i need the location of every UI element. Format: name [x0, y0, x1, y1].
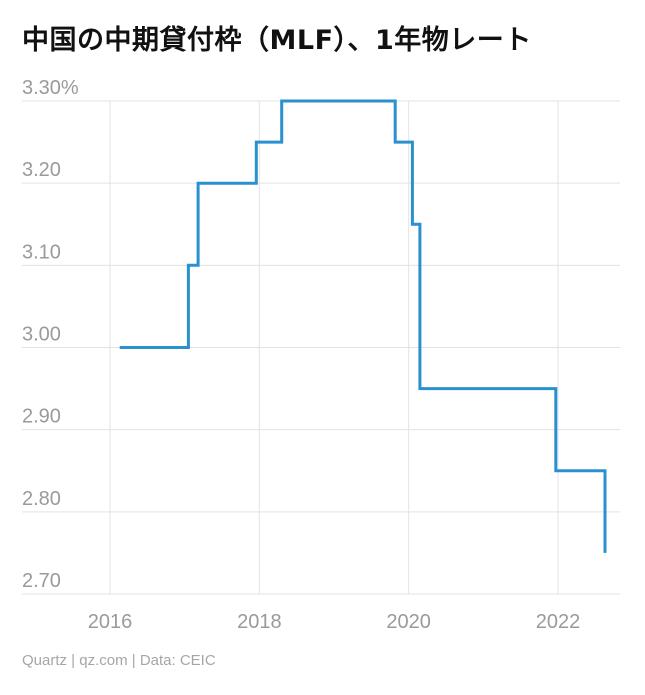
x-tick-label: 2020: [386, 611, 431, 633]
series-line: [119, 99, 607, 553]
y-tick-label: 2.80: [22, 488, 61, 510]
line-chart: 3.30%3.203.103.002.902.802.70 2016 2018 20…: [22, 77, 620, 633]
y-axis-tick-labels: 3.30% 3.20 3.10 3.00 2.90 2.80 2.70: [22, 77, 79, 592]
source-note: Quartz | qz.com | Data: CEIC: [22, 652, 216, 669]
y-tick-label: 2.70: [22, 570, 61, 592]
series-layer: [119, 99, 607, 553]
grid-lines: [22, 100, 620, 595]
y-tick-label: 2.90: [22, 406, 61, 428]
x-axis-tick-labels: 2016 2018 2020 2022: [88, 611, 581, 633]
chart-title: 中国の中期貸付枠（MLF）、1年物レート: [22, 25, 532, 56]
x-tick-label: 2022: [536, 611, 581, 633]
y-tick-label: 3.00: [22, 324, 61, 346]
y-tick-label: 3.30%: [22, 77, 79, 99]
y-tick-label: 3.10: [22, 241, 61, 263]
x-tick-label: 2016: [88, 611, 133, 633]
x-tick-label: 2018: [237, 611, 282, 633]
y-tick-label: 3.20: [22, 159, 61, 181]
